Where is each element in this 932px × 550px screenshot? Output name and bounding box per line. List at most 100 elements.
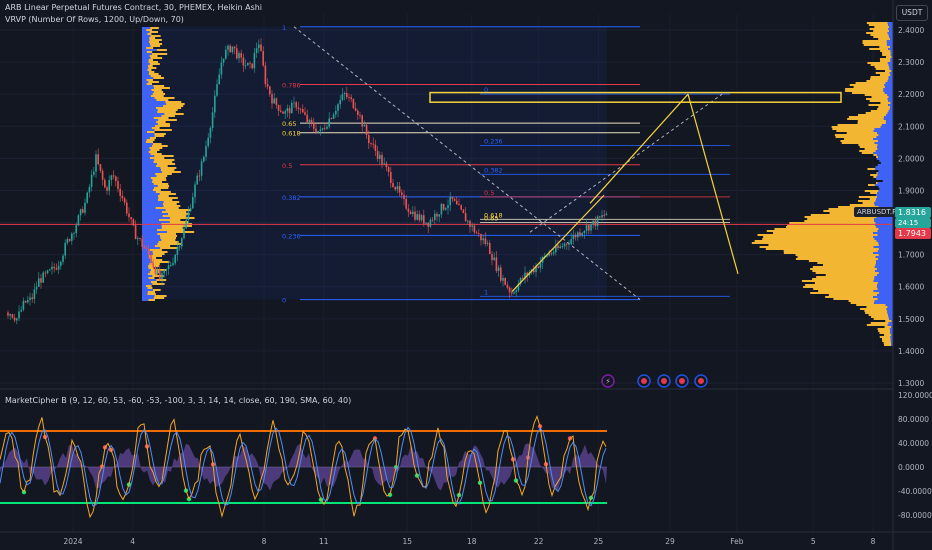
candle-body [425, 222, 427, 224]
candle-body [379, 154, 381, 159]
volume-bar [154, 133, 166, 135]
volume-bar [759, 246, 874, 248]
candle-body [330, 118, 333, 120]
candle-body [119, 188, 121, 196]
indicator-market-cipher-label[interactable]: MarketCipher B (9, 12, 60, 53, -60, -53,… [5, 396, 352, 405]
candle-body [495, 257, 498, 271]
event-flag-icon[interactable] [637, 374, 651, 388]
volume-bar [167, 213, 190, 215]
candle-body [225, 49, 227, 59]
volume-bar [785, 226, 877, 228]
candle-body [574, 234, 577, 238]
volume-bar [142, 203, 163, 205]
candle-body [293, 102, 295, 104]
volume-bar [878, 258, 893, 260]
volume-bar [166, 103, 185, 105]
volume-bar [142, 279, 157, 281]
candle-body [313, 123, 315, 129]
lightning-icon[interactable]: ⚡ [601, 374, 615, 388]
volume-bar [849, 204, 875, 206]
volume-bar [874, 66, 890, 68]
candle-body [381, 154, 383, 165]
volume-bar [142, 275, 153, 277]
candle-body [40, 278, 42, 283]
volume-bar [142, 217, 170, 219]
volume-bar [873, 252, 893, 254]
candle-body [299, 109, 302, 110]
volume-bar [154, 97, 175, 99]
candle-body [403, 195, 405, 200]
volume-bar [142, 257, 150, 259]
event-flag-icon[interactable] [694, 374, 708, 388]
candle-body [132, 219, 135, 226]
volume-bar [877, 148, 893, 150]
candle-body [585, 225, 588, 231]
volume-bar [879, 336, 891, 338]
volume-bar [149, 63, 160, 65]
fibonacci-retracement[interactable]: 10.7860.650.6180.50.3820.236000.2360.382… [0, 24, 893, 305]
volume-bar [148, 273, 157, 275]
volume-bar [833, 298, 878, 300]
volume-bar [873, 232, 893, 234]
currency-button[interactable]: USDT [896, 5, 928, 21]
candle-body [262, 51, 264, 66]
volume-bar [866, 324, 888, 326]
volume-bar [868, 104, 889, 106]
volume-bar [804, 220, 875, 222]
volume-bar [142, 255, 150, 257]
candle-body [44, 272, 47, 274]
volume-bar [142, 155, 155, 157]
volume-bar [142, 259, 152, 261]
volume-bar [888, 28, 893, 30]
volume-bar [146, 139, 155, 141]
candle-body [75, 225, 77, 234]
volume-bar [142, 251, 153, 253]
candle-body [62, 255, 64, 262]
candle-body [258, 44, 260, 49]
chart-title[interactable]: ARB Linear Perpetual Futures Contract, 3… [5, 3, 263, 12]
volume-bar [754, 240, 877, 242]
candle-body [255, 48, 258, 53]
volume-bar [886, 308, 893, 310]
candle-body [64, 242, 66, 256]
event-flag-icon[interactable] [657, 374, 671, 388]
candle-body [90, 174, 93, 187]
volume-bar [151, 127, 160, 129]
volume-bar [142, 285, 146, 287]
volume-bar [142, 95, 151, 97]
volume-bar [142, 27, 151, 29]
candle-body [588, 225, 590, 231]
event-flag-icon[interactable] [675, 374, 689, 388]
event-icons[interactable]: ⚡ [601, 374, 708, 388]
volume-bar [810, 268, 878, 270]
indicator-vrvp-label[interactable]: VRVP (Number Of Rows, 1200, Up/Down, 70) [5, 15, 184, 24]
volume-bar [166, 231, 195, 233]
countdown-tag: 24:15 [895, 218, 931, 228]
candle-body [49, 269, 51, 271]
volume-bar [142, 287, 148, 289]
volume-bar [880, 50, 891, 52]
volume-bar [149, 37, 156, 39]
volume-bar [890, 38, 893, 40]
candle-body [321, 128, 324, 130]
volume-bar [879, 188, 893, 190]
volume-bar [153, 85, 165, 87]
volume-bar [808, 260, 877, 262]
trend-drawings[interactable] [429, 91, 842, 292]
volume-bar [863, 44, 888, 46]
volume-bar [865, 112, 888, 114]
candle-body [572, 234, 575, 240]
volume-bar [148, 73, 159, 75]
candle-body [469, 220, 471, 227]
candle-body [229, 45, 231, 53]
volume-bar [878, 330, 891, 332]
volume-bar [156, 49, 167, 51]
time-tick-label: 29 [665, 537, 675, 546]
volume-bar [142, 113, 165, 115]
volume-bar [885, 122, 893, 124]
candle-body [154, 267, 157, 275]
candle-body [183, 228, 185, 239]
volume-bar [142, 231, 167, 233]
price-tick-label: 2.1000 [898, 122, 924, 131]
